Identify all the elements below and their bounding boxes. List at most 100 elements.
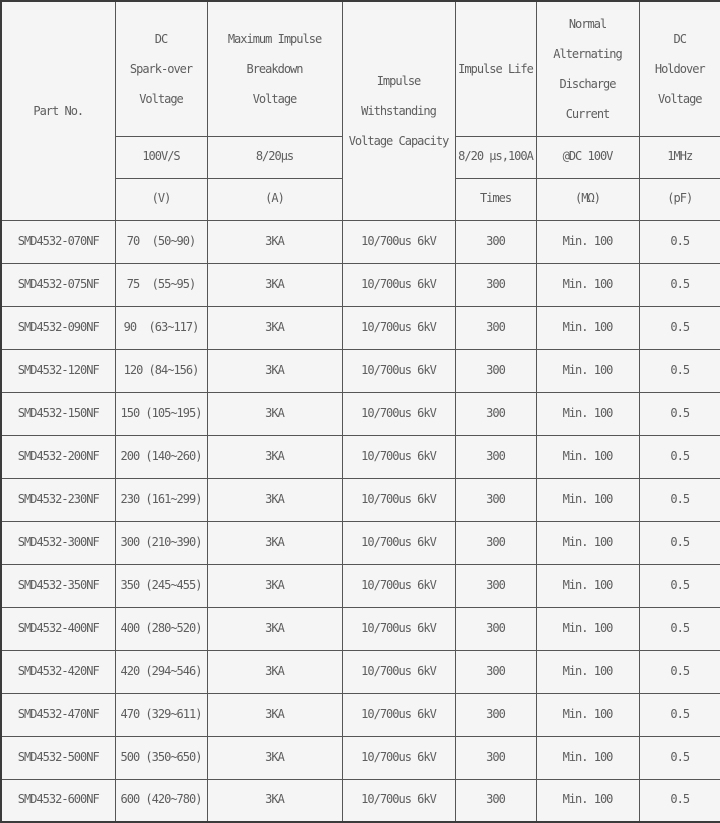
table-row: SMD4532-090NF 90 (63~117) 3KA 10/700us 6…: [0, 305, 720, 350]
cell-breakdown-current: 3KA: [206, 563, 343, 608]
cell-spark-over-voltage: 120 (84~156): [114, 348, 208, 393]
cell-capacitance: 0.5: [638, 434, 720, 479]
cell-part-no: SMD4532-090NF: [0, 305, 116, 350]
cell-breakdown-current: 3KA: [206, 692, 343, 737]
col-header-impulse-life: Impulse Life: [454, 0, 537, 137]
cell-part-no: SMD4532-400NF: [0, 606, 116, 651]
cell-breakdown-current: 3KA: [206, 477, 343, 522]
cell-spark-over-voltage: 420 (294~546): [114, 649, 208, 694]
cell-part-no: SMD4532-500NF: [0, 735, 116, 780]
cell-impulse-life: 300: [454, 520, 537, 565]
cell-impulse-life: 300: [454, 262, 537, 307]
table-row: SMD4532-070NF 70 (50~90) 3KA 10/700us 6k…: [0, 219, 720, 264]
cell-spark-over-voltage: 230 (161~299): [114, 477, 208, 522]
cell-insulation: Min. 100: [535, 391, 640, 436]
cell-insulation: Min. 100: [535, 520, 640, 565]
spec-table-body: SMD4532-070NF 70 (50~90) 3KA 10/700us 6k…: [0, 219, 720, 823]
cell-withstanding: 10/700us 6kV: [341, 649, 456, 694]
cell-capacitance: 0.5: [638, 219, 720, 264]
cell-insulation: Min. 100: [535, 219, 640, 264]
cell-part-no: SMD4532-470NF: [0, 692, 116, 737]
unit-discharge: (MΩ): [535, 177, 640, 221]
table-row: SMD4532-350NF 350 (245~455) 3KA 10/700us…: [0, 563, 720, 608]
cell-impulse-life: 300: [454, 735, 537, 780]
cell-withstanding: 10/700us 6kV: [341, 305, 456, 350]
condition-holdover: 1MHz: [638, 135, 720, 179]
cell-withstanding: 10/700us 6kV: [341, 606, 456, 651]
cell-impulse-life: 300: [454, 563, 537, 608]
cell-insulation: Min. 100: [535, 649, 640, 694]
table-row: SMD4532-200NF 200 (140~260) 3KA 10/700us…: [0, 434, 720, 479]
cell-impulse-life: 300: [454, 305, 537, 350]
cell-spark-over-voltage: 300 (210~390): [114, 520, 208, 565]
cell-capacitance: 0.5: [638, 649, 720, 694]
cell-withstanding: 10/700us 6kV: [341, 778, 456, 823]
cell-spark-over-voltage: 400 (280~520): [114, 606, 208, 651]
cell-impulse-life: 300: [454, 606, 537, 651]
cell-impulse-life: 300: [454, 692, 537, 737]
cell-insulation: Min. 100: [535, 434, 640, 479]
cell-breakdown-current: 3KA: [206, 520, 343, 565]
cell-withstanding: 10/700us 6kV: [341, 391, 456, 436]
table-row: SMD4532-600NF 600 (420~780) 3KA 10/700us…: [0, 778, 720, 823]
col-header-spark-over-voltage: DC Spark-over Voltage: [114, 0, 208, 137]
condition-discharge: @DC 100V: [535, 135, 640, 179]
cell-impulse-life: 300: [454, 391, 537, 436]
spec-table-header: Part No. DC Spark-over Voltage Maximum I…: [0, 0, 720, 221]
cell-capacitance: 0.5: [638, 606, 720, 651]
table-row: SMD4532-300NF 300 (210~390) 3KA 10/700us…: [0, 520, 720, 565]
cell-part-no: SMD4532-300NF: [0, 520, 116, 565]
cell-capacitance: 0.5: [638, 262, 720, 307]
cell-spark-over-voltage: 600 (420~780): [114, 778, 208, 823]
cell-withstanding: 10/700us 6kV: [341, 219, 456, 264]
cell-part-no: SMD4532-350NF: [0, 563, 116, 608]
cell-part-no: SMD4532-120NF: [0, 348, 116, 393]
cell-spark-over-voltage: 90 (63~117): [114, 305, 208, 350]
cell-capacitance: 0.5: [638, 477, 720, 522]
cell-insulation: Min. 100: [535, 348, 640, 393]
cell-impulse-life: 300: [454, 219, 537, 264]
cell-capacitance: 0.5: [638, 692, 720, 737]
unit-spark-over: (V): [114, 177, 208, 221]
cell-part-no: SMD4532-420NF: [0, 649, 116, 694]
cell-breakdown-current: 3KA: [206, 735, 343, 780]
cell-spark-over-voltage: 75 (55~95): [114, 262, 208, 307]
cell-withstanding: 10/700us 6kV: [341, 520, 456, 565]
cell-insulation: Min. 100: [535, 262, 640, 307]
cell-withstanding: 10/700us 6kV: [341, 477, 456, 522]
cell-capacitance: 0.5: [638, 735, 720, 780]
cell-part-no: SMD4532-200NF: [0, 434, 116, 479]
condition-breakdown: 8/20μs: [206, 135, 343, 179]
cell-insulation: Min. 100: [535, 778, 640, 823]
cell-capacitance: 0.5: [638, 563, 720, 608]
cell-breakdown-current: 3KA: [206, 219, 343, 264]
cell-breakdown-current: 3KA: [206, 778, 343, 823]
table-row: SMD4532-500NF 500 (350~650) 3KA 10/700us…: [0, 735, 720, 780]
table-row: SMD4532-470NF 470 (329~611) 3KA 10/700us…: [0, 692, 720, 737]
col-header-impulse-breakdown-voltage: Maximum Impulse Breakdown Voltage: [206, 0, 343, 137]
header-row-units: (V) (A) Times (MΩ) (pF): [1, 177, 720, 221]
cell-spark-over-voltage: 70 (50~90): [114, 219, 208, 264]
cell-impulse-life: 300: [454, 434, 537, 479]
cell-impulse-life: 300: [454, 348, 537, 393]
table-row: SMD4532-230NF 230 (161~299) 3KA 10/700us…: [0, 477, 720, 522]
cell-insulation: Min. 100: [535, 606, 640, 651]
col-header-discharge-current: Normal Alternating Discharge Current: [535, 0, 640, 137]
unit-breakdown: (A): [206, 177, 343, 221]
cell-impulse-life: 300: [454, 649, 537, 694]
unit-holdover: (pF): [638, 177, 720, 221]
cell-capacitance: 0.5: [638, 348, 720, 393]
header-row-conditions: 100V/S 8/20μs 8/20 μs,100A @DC 100V 1MHz: [1, 135, 720, 179]
cell-capacitance: 0.5: [638, 305, 720, 350]
cell-impulse-life: 300: [454, 477, 537, 522]
cell-withstanding: 10/700us 6kV: [341, 563, 456, 608]
col-header-holdover-voltage: DC Holdover Voltage: [638, 0, 720, 137]
cell-insulation: Min. 100: [535, 563, 640, 608]
cell-capacitance: 0.5: [638, 778, 720, 823]
cell-insulation: Min. 100: [535, 735, 640, 780]
cell-breakdown-current: 3KA: [206, 649, 343, 694]
table-row: SMD4532-150NF 150 (105~195) 3KA 10/700us…: [0, 391, 720, 436]
cell-part-no: SMD4532-230NF: [0, 477, 116, 522]
table-row: SMD4532-420NF 420 (294~546) 3KA 10/700us…: [0, 649, 720, 694]
col-header-impulse-withstanding: Impulse Withstanding Voltage Capacity: [341, 0, 456, 221]
